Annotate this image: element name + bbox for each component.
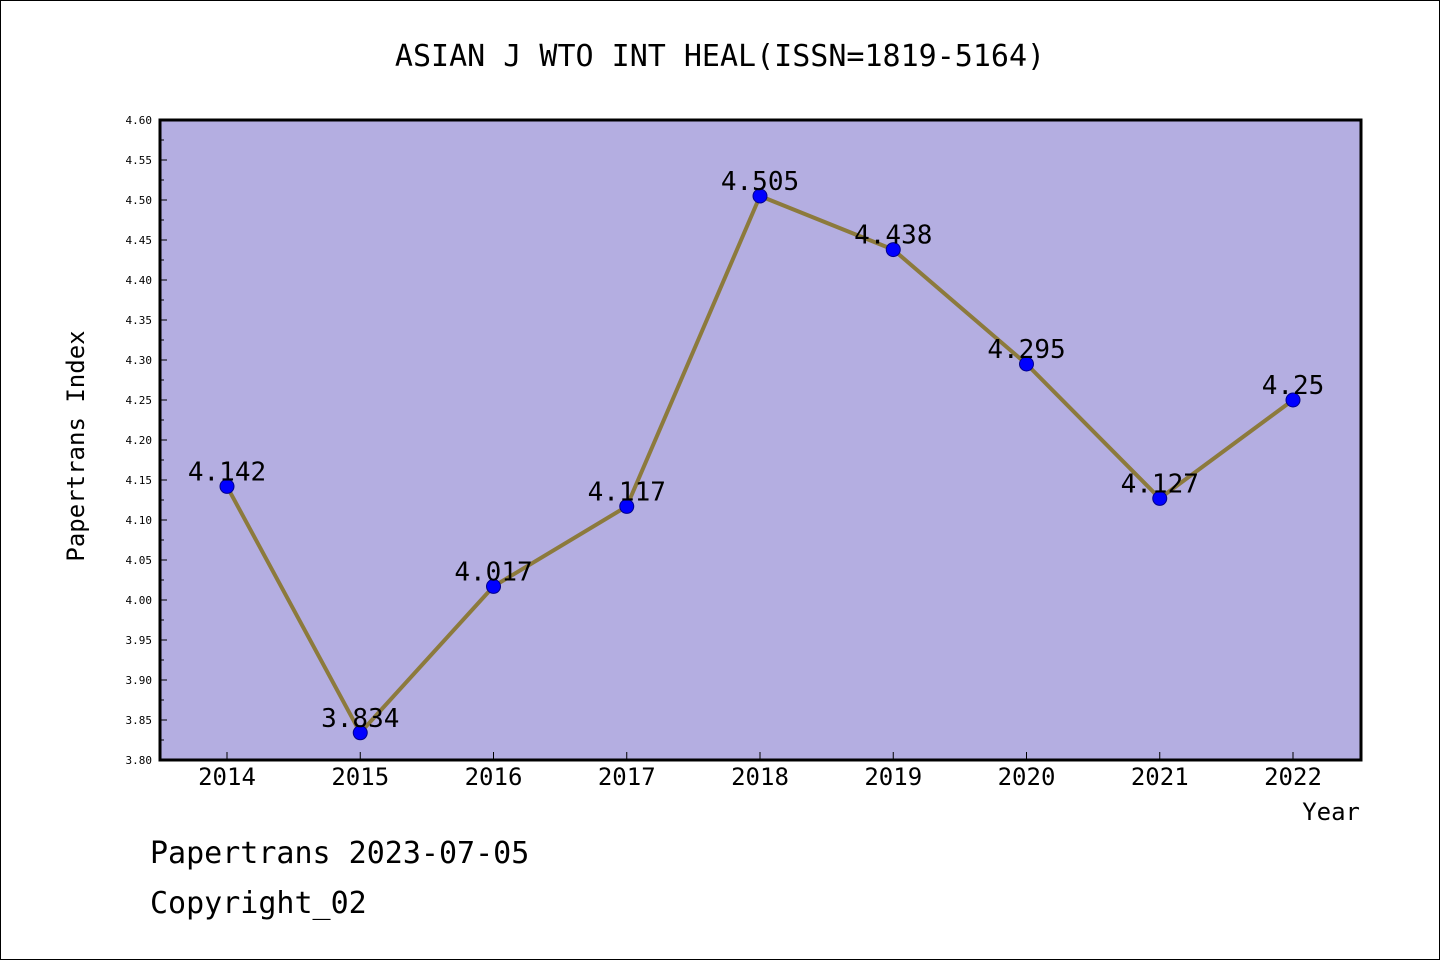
y-tick-label: 3.90 bbox=[126, 674, 153, 687]
y-axis-label: Papertrans Index bbox=[62, 330, 90, 561]
y-tick-label: 4.55 bbox=[126, 154, 153, 167]
y-tick-label: 4.60 bbox=[126, 114, 153, 127]
data-labels: 4.142 3.834 4.017 4.117 4.505 4.438 4.295 4.127… bbox=[188, 167, 1324, 734]
data-point bbox=[1285, 392, 1301, 408]
x-tick-label: 2019 bbox=[864, 763, 922, 791]
x-tick-label: 2021 bbox=[1131, 763, 1189, 791]
y-tick-label: 4.00 bbox=[126, 594, 153, 607]
y-tick-label: 4.35 bbox=[126, 314, 153, 327]
chart-title: ASIAN J WTO INT HEAL(ISSN=1819-5164) bbox=[395, 39, 1045, 74]
x-tick-label: 2017 bbox=[598, 763, 656, 791]
y-tick-label: 4.05 bbox=[126, 554, 153, 567]
data-label: 4.295 bbox=[987, 335, 1065, 365]
data-point bbox=[486, 578, 501, 594]
x-tick-label: 2022 bbox=[1264, 763, 1322, 791]
x-tick-label: 2018 bbox=[731, 763, 789, 791]
data-point bbox=[1019, 356, 1034, 372]
data-point bbox=[752, 188, 768, 204]
y-tick-label: 3.85 bbox=[126, 714, 153, 727]
x-tick-label: 2015 bbox=[331, 763, 389, 791]
source-date: Papertrans 2023-07-05 bbox=[150, 836, 530, 871]
y-tick-label: 4.15 bbox=[126, 474, 153, 487]
series-papertrans-index bbox=[219, 188, 1301, 741]
data-point bbox=[885, 242, 901, 258]
plot-area bbox=[158, 118, 1363, 762]
copyright: Copyright_02 bbox=[150, 886, 367, 921]
y-tick-label: 4.50 bbox=[126, 194, 153, 207]
data-label: 4.117 bbox=[588, 477, 666, 507]
y-tick-label: 4.45 bbox=[126, 234, 153, 247]
data-label: 4.438 bbox=[854, 221, 932, 251]
data-label: 4.25 bbox=[1262, 371, 1325, 401]
y-tick-label: 4.10 bbox=[126, 514, 153, 527]
data-label: 4.505 bbox=[721, 167, 799, 197]
x-axis-label: Year bbox=[1302, 798, 1360, 826]
data-label: 4.017 bbox=[454, 557, 532, 587]
y-tick-label: 3.80 bbox=[126, 754, 153, 767]
data-point bbox=[619, 498, 635, 514]
data-label: 4.127 bbox=[1121, 469, 1199, 499]
x-axis: 2014 2015 2016 2017 2018 2019 2020 2021 2022 bbox=[198, 752, 1322, 791]
data-point bbox=[1152, 490, 1168, 506]
y-axis: 3.80 3.85 3.90 3.95 4.00 4.05 4.10 4.15 4.20 4.25… bbox=[126, 114, 167, 767]
data-label: 3.834 bbox=[321, 704, 399, 734]
y-tick-label: 4.20 bbox=[126, 434, 153, 447]
y-tick-label: 3.95 bbox=[126, 634, 153, 647]
y-tick-label: 4.30 bbox=[126, 354, 153, 367]
data-point bbox=[352, 725, 368, 741]
data-point bbox=[219, 478, 235, 494]
x-tick-label: 2020 bbox=[998, 763, 1056, 791]
y-tick-label: 4.25 bbox=[126, 394, 153, 407]
data-label: 4.142 bbox=[188, 457, 266, 487]
y-tick-label: 4.40 bbox=[126, 274, 153, 287]
x-tick-label: 2014 bbox=[198, 763, 256, 791]
x-tick-label: 2016 bbox=[465, 763, 523, 791]
